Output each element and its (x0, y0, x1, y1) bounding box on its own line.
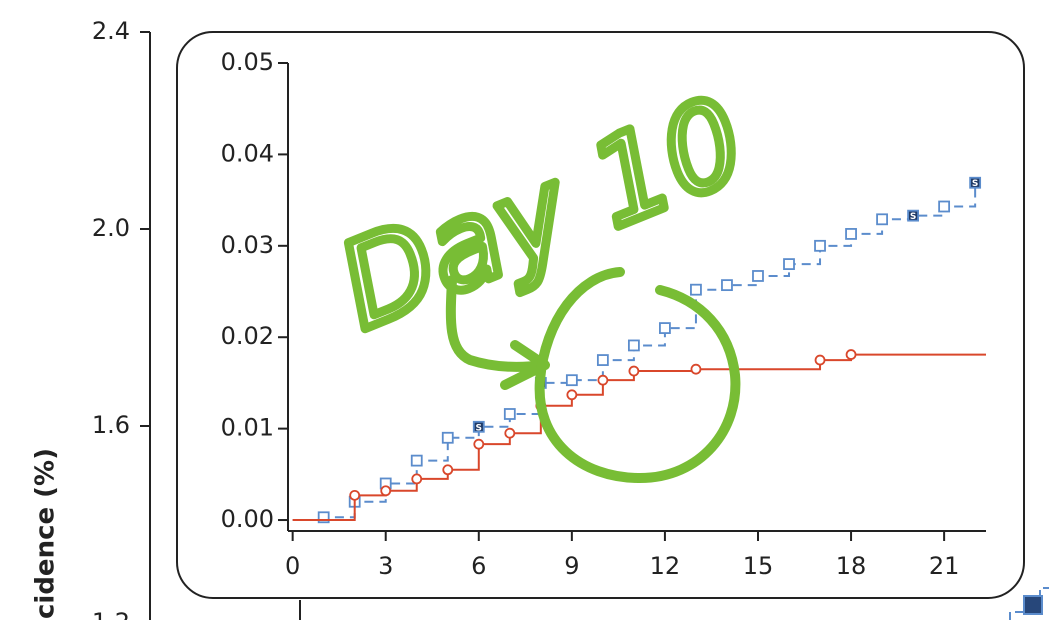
marker (566, 389, 578, 401)
marker (690, 363, 702, 375)
y-tick-label: 0.04 (221, 139, 274, 167)
marker (410, 454, 423, 467)
flag-label: S (476, 423, 482, 433)
marker (503, 408, 516, 420)
x-tick-label: 15 (743, 552, 774, 580)
flag-label: S (910, 212, 916, 222)
marker (349, 489, 361, 501)
outer-y-tick-label: 1.6 (92, 411, 130, 439)
step-line (292, 353, 986, 522)
x-tick-label: 6 (471, 552, 486, 580)
marker (783, 258, 795, 270)
marker (876, 213, 888, 226)
y-tick-label: 0.03 (221, 231, 274, 259)
y-tick-label: 0.02 (221, 322, 274, 350)
marker (317, 511, 330, 524)
y-tick-label: 0.00 (221, 505, 274, 533)
x-tick-label: 12 (650, 552, 681, 580)
marker (628, 365, 640, 377)
marker (504, 427, 516, 439)
marker (814, 354, 826, 366)
x-tick-label: 3 (378, 552, 393, 580)
outer-y-tick-label: 2.4 (92, 17, 130, 45)
annotation: Day 10 (321, 70, 763, 356)
marker (659, 322, 671, 334)
marker (845, 349, 857, 360)
marker (596, 354, 609, 366)
marker (752, 270, 764, 282)
offscreen-line (1009, 587, 1049, 620)
marker (565, 374, 578, 387)
marker (442, 464, 454, 476)
x-tick-label: 21 (929, 552, 960, 580)
marker (380, 485, 392, 497)
offscreen-marker (1009, 587, 1049, 620)
y-axis-label: Incidence (%) (31, 448, 61, 620)
y-tick-label: 0.01 (221, 414, 274, 442)
marker (411, 473, 423, 485)
marker (907, 209, 919, 222)
marker (441, 431, 454, 444)
outer-y-tick-label: 2.0 (92, 214, 130, 242)
marker (814, 239, 826, 252)
marker (721, 279, 733, 292)
marker (845, 228, 857, 240)
marker (597, 374, 609, 386)
x-tick-label: 9 (564, 552, 579, 580)
offscreen-square (1023, 595, 1043, 615)
marker (690, 283, 702, 296)
flag-label: S (972, 179, 978, 189)
x-tick-label: 18 (836, 552, 867, 580)
marker (938, 200, 951, 213)
marker (969, 176, 982, 189)
marker (473, 438, 485, 450)
circle (534, 267, 741, 483)
marker (472, 420, 485, 433)
x-tick-label: 0 (285, 552, 300, 580)
handwriting (445, 267, 741, 483)
y-tick-label: 0.05 (221, 48, 274, 76)
marker (627, 339, 640, 352)
outer-y-tick-label: 1.2 (92, 608, 130, 620)
inset-frame (176, 31, 1025, 599)
